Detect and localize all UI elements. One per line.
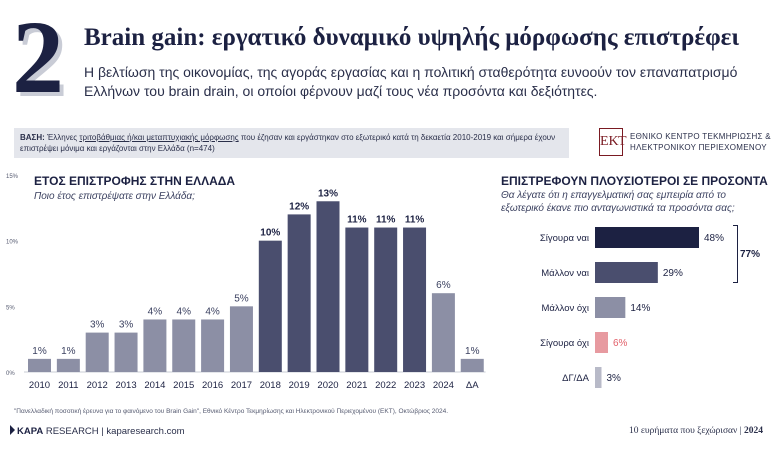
data-label: 6%	[613, 338, 628, 349]
y-tick-label: 15%	[6, 174, 19, 180]
bar	[595, 332, 608, 353]
kapa-research-logo: ΚΑΡΑ RESEARCH | kaparesearch.com	[10, 425, 185, 437]
bar	[143, 319, 167, 372]
brand-bold: ΚΑΡΑ	[17, 426, 44, 437]
data-label: 4%	[148, 306, 163, 317]
data-label: 14%	[630, 303, 650, 314]
skills-chart: Σίγουρα ναι 48% Μάλλον ναι 29% Μάλλον όχι 14%…	[540, 227, 724, 388]
combined-yes-value: 77%	[740, 249, 761, 260]
left-chart-title: ΕΤΟΣ ΕΠΙΣΤΡΟΦΗΣ ΣΤΗΝ ΕΛΛΑΔΑ	[34, 174, 236, 188]
bar	[595, 367, 602, 388]
x-tick-label: 2017	[231, 380, 252, 391]
combined-yes-bracket	[733, 225, 738, 283]
data-label: 11%	[376, 215, 396, 226]
bar	[258, 240, 282, 372]
bar	[229, 306, 253, 372]
x-tick-label: 2020	[317, 380, 338, 391]
left-chart-subtitle: Ποιο έτος επιστρέψατε στην Ελλάδα;	[34, 191, 195, 202]
base-text-1: Έλληνες	[44, 133, 80, 142]
category-label: Σίγουρα όχι	[540, 338, 589, 349]
data-label: 12%	[289, 201, 309, 212]
data-label: 10%	[260, 228, 280, 239]
data-label: 3%	[90, 320, 105, 331]
sample-base-note: ΒΑΣΗ: Έλληνες τριτοβάθμιας ή/και μεταπτυ…	[14, 128, 569, 158]
category-label: Μάλλον ναι	[541, 268, 589, 279]
data-label: 5%	[234, 293, 249, 304]
x-tick-label: 2011	[58, 380, 78, 391]
footer-tagline: 10 ευρήματα που ξεχώρισαν | 2024	[629, 426, 763, 436]
x-tick-label: 2015	[173, 380, 194, 391]
bar	[431, 293, 455, 372]
x-tick-label: 2013	[115, 380, 136, 391]
data-label: 29%	[663, 268, 683, 279]
x-tick-label: 2018	[260, 380, 281, 391]
brand-rest: RESEARCH	[45, 426, 99, 437]
x-tick-label: 2016	[202, 380, 223, 391]
base-label: ΒΑΣΗ:	[20, 133, 45, 142]
right-chart-subtitle: Θα λέγατε ότι η επαγγελματική σας εμπειρ…	[501, 190, 735, 214]
base-text-2: που έζησαν και εργάστηκαν στο εξωτερικό …	[20, 133, 556, 153]
data-label: 11%	[347, 215, 367, 226]
page-title: Brain gain: εργατικό δυναμικό υψηλής μόρ…	[84, 24, 740, 51]
bar	[595, 227, 699, 248]
year-chart: 0% 5% 10% 15% 1% 2010 1% 2011 3% 2012 3% 2013 4% 2014…	[6, 174, 486, 391]
x-tick-label: ΔΑ	[466, 380, 479, 391]
data-label: 3%	[607, 373, 622, 384]
category-label: Μάλλον όχι	[541, 303, 589, 314]
bar	[403, 227, 427, 372]
kapa-logo-icon	[10, 425, 15, 435]
data-label: 11%	[405, 215, 425, 226]
right-chart-title: ΕΠΙΣΤΡΕΦΟΥΝ ΠΛΟΥΣΙΟΤΕΡΟΙ ΣΕ ΠΡΟΣΟΝΤΑ	[501, 174, 768, 188]
data-label: 4%	[205, 306, 220, 317]
x-tick-label: 2022	[375, 380, 396, 391]
data-label: 1%	[61, 346, 76, 357]
y-tick-label: 5%	[6, 305, 15, 311]
bar	[85, 332, 109, 372]
bar	[595, 297, 626, 318]
x-tick-label: 2023	[404, 380, 425, 391]
ekt-line-2: ΗΛΕΚΤΡΟΝΙΚΟΥ ΠΕΡΙΕΧΟΜΕΝΟΥ	[630, 143, 767, 152]
bar	[114, 332, 138, 372]
data-label: 4%	[177, 306, 192, 317]
y-tick-label: 10%	[6, 240, 19, 246]
bar	[345, 227, 369, 372]
data-label: 3%	[119, 320, 134, 331]
ekt-logo-icon: ΕΚΤ	[599, 128, 627, 156]
bar	[28, 358, 51, 372]
brand-url[interactable]: kaparesearch.com	[106, 426, 185, 437]
data-label: 1%	[32, 346, 47, 357]
x-tick-label: 2012	[87, 380, 108, 391]
finding-number: 2	[12, 0, 64, 115]
data-label: 13%	[318, 188, 338, 199]
x-tick-label: 2021	[346, 380, 367, 391]
bar	[201, 319, 225, 372]
base-underlined-text: τριτοβάθμιας ή/και μεταπτυχιακής μόρφωση…	[79, 133, 239, 142]
category-label: ΔΓ/ΔΑ	[562, 373, 590, 384]
data-label: 6%	[436, 280, 451, 291]
category-label: Σίγουρα ναι	[540, 233, 589, 244]
data-label: 48%	[704, 233, 724, 244]
x-tick-label: 2024	[433, 380, 454, 391]
ekt-logo-text: ΕΘΝΙΚΟ ΚΕΝΤΡΟ ΤΕΚΜΗΡΙΩΣΗΣ & ΗΛΕΚΤΡΟΝΙΚΟΥ…	[630, 131, 771, 153]
ekt-line-1: ΕΘΝΙΚΟ ΚΕΝΤΡΟ ΤΕΚΜΗΡΙΩΣΗΣ &	[630, 132, 771, 141]
data-label: 1%	[465, 346, 480, 357]
bar	[374, 227, 398, 372]
x-tick-label: 2019	[289, 380, 310, 391]
x-tick-label: 2014	[144, 380, 165, 391]
x-tick-label: 2010	[29, 380, 50, 391]
bar	[460, 358, 484, 372]
tagline-year: 2024	[744, 426, 763, 436]
page-subtitle: Η βελτίωση της οικονομίας, της αγοράς ερ…	[84, 64, 738, 99]
bar	[595, 262, 658, 283]
bar	[287, 214, 311, 372]
tagline-text: 10 ευρήματα που ξεχώρισαν	[629, 426, 738, 436]
y-tick-label: 0%	[6, 371, 15, 377]
bar	[56, 358, 80, 372]
source-footnote: "Πανελλαδική ποσοτική έρευνα για το φαιν…	[14, 408, 449, 415]
bar	[316, 201, 340, 372]
bar	[172, 319, 196, 372]
